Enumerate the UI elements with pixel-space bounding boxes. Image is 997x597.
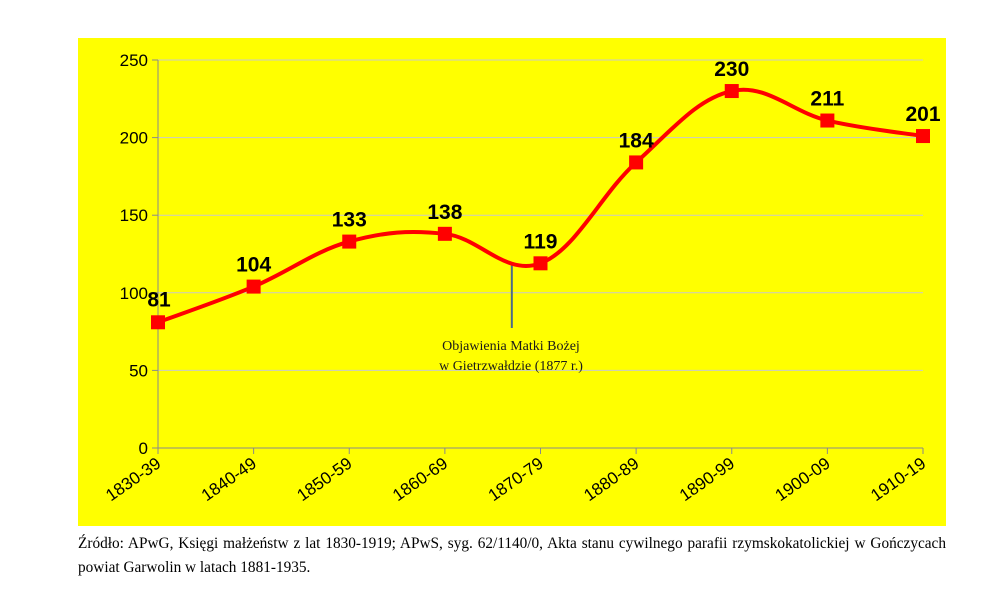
annotation-text-line-1: Objawienia Matki Bożej xyxy=(442,339,580,354)
x-tick-label: 1890-99 xyxy=(676,454,738,505)
x-tick-label: 1910-19 xyxy=(867,454,929,505)
x-tick-label: 1880-89 xyxy=(580,454,642,505)
data-point xyxy=(916,129,930,144)
x-tick-label: 1850-59 xyxy=(294,454,356,505)
data-label: 211 xyxy=(810,88,844,111)
y-tick-label: 200 xyxy=(120,129,148,148)
y-tick-label: 100 xyxy=(120,284,148,303)
y-tick-label: 250 xyxy=(120,51,148,70)
data-point xyxy=(820,113,835,128)
series xyxy=(157,87,924,325)
y-tick-label: 0 xyxy=(139,439,148,458)
data-labels: 81 104 133 138 119 184 230 211 201 xyxy=(147,58,941,311)
annotation: Objawienia Matki Bożej w Gietrzwałdzie (… xyxy=(439,262,583,374)
data-point xyxy=(724,84,739,99)
data-label: 119 xyxy=(524,230,558,253)
data-point xyxy=(437,226,452,241)
data-point xyxy=(151,315,165,330)
gridlines xyxy=(158,59,923,371)
axes xyxy=(152,59,924,454)
data-label: 133 xyxy=(332,209,367,232)
x-tick-label: 1830-39 xyxy=(102,454,164,505)
annotation-text-line-2: w Gietrzwałdzie (1877 r.) xyxy=(439,359,583,374)
y-tick-labels: 0 50 100 150 200 250 xyxy=(120,51,148,458)
source-note: Źródło: APwG, Księgi małżeństw z lat 183… xyxy=(78,535,946,576)
data-label: 184 xyxy=(619,129,654,152)
data-point xyxy=(629,155,644,170)
x-tick-label: 1860-69 xyxy=(389,454,451,505)
x-tick-labels: 1830-39 1840-49 1850-59 1860-69 1870-79 1880-… xyxy=(102,454,929,505)
data-point xyxy=(246,279,261,294)
data-label: 230 xyxy=(714,58,749,81)
data-point xyxy=(533,256,548,271)
data-label: 104 xyxy=(236,254,271,277)
data-label: 81 xyxy=(147,288,171,311)
data-point xyxy=(342,234,357,249)
markers xyxy=(151,84,930,330)
x-tick-label: 1870-79 xyxy=(485,454,547,505)
data-label: 201 xyxy=(905,103,940,126)
y-tick-label: 50 xyxy=(129,361,148,380)
x-tick-label: 1840-49 xyxy=(198,454,260,505)
x-tick-label: 1900-09 xyxy=(772,454,834,505)
series-line xyxy=(157,87,924,325)
data-label: 138 xyxy=(427,201,462,224)
y-tick-label: 150 xyxy=(120,206,148,225)
